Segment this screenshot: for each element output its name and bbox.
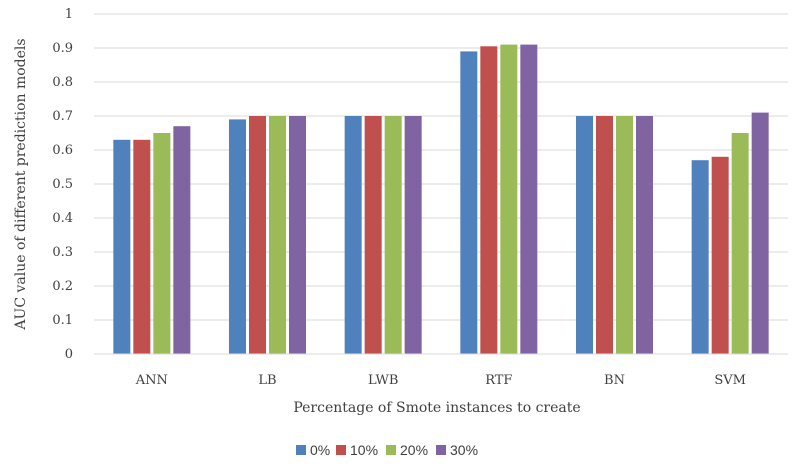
legend-label: 20% xyxy=(400,442,428,458)
bar-lb-10pct xyxy=(249,116,266,354)
bar-bn-10pct xyxy=(596,116,613,354)
legend-label: 10% xyxy=(350,442,378,458)
y-tick-label: 0.6 xyxy=(52,143,73,158)
bar-lb-0pct xyxy=(229,119,246,355)
bar-ann-10pct xyxy=(133,139,151,354)
bar-ann-0pct xyxy=(113,139,131,354)
bar-svm-10pct xyxy=(711,156,729,354)
legend-swatch xyxy=(386,445,396,455)
bar-rtf-10pct xyxy=(480,46,498,355)
bar-lb-30pct xyxy=(289,116,306,354)
bars xyxy=(113,44,769,355)
x-tick-label: ANN xyxy=(135,373,168,388)
bar-bn-20pct xyxy=(616,116,633,354)
x-axis-ticks: ANN LB LWB RTF BN SVM xyxy=(135,373,746,388)
legend-label: 30% xyxy=(450,442,478,458)
legend-label: 0% xyxy=(310,442,330,458)
bar-lb-20pct xyxy=(269,116,286,354)
bar-svm-20pct xyxy=(731,133,749,354)
y-tick-label: 0.1 xyxy=(52,313,73,328)
y-tick-label: 0.7 xyxy=(52,109,73,124)
bar-bn-0pct xyxy=(576,116,593,354)
bar-ann-30pct xyxy=(173,126,191,354)
x-tick-label: LWB xyxy=(368,373,398,388)
bar-bn-30pct xyxy=(636,116,653,354)
bar-lwb-0pct xyxy=(344,116,362,354)
y-axis-title: AUC value of different prediction models xyxy=(13,38,29,330)
legend: 0% 10% 20% 30% xyxy=(296,442,478,458)
bar-lwb-30pct xyxy=(404,116,422,354)
bar-svm-30pct xyxy=(751,112,769,354)
x-tick-label: RTF xyxy=(485,373,512,388)
x-axis-title: Percentage of Smote instances to create xyxy=(293,400,580,416)
bar-rtf-20pct xyxy=(500,44,518,354)
bar-svm-0pct xyxy=(691,160,709,354)
legend-swatch xyxy=(436,445,446,455)
x-tick-label: SVM xyxy=(714,373,746,388)
y-tick-label: 0.4 xyxy=(52,211,73,226)
x-tick-label: BN xyxy=(604,373,625,388)
legend-swatch xyxy=(296,445,306,455)
y-tick-label: 0 xyxy=(65,347,73,362)
y-tick-label: 0.9 xyxy=(52,41,73,56)
gridlines xyxy=(94,13,788,321)
x-tick-label: LB xyxy=(258,373,276,388)
bar-lwb-10pct xyxy=(364,116,382,354)
y-tick-label: 0.8 xyxy=(52,75,73,90)
bar-ann-20pct xyxy=(153,133,171,354)
y-tick-label: 0.5 xyxy=(52,177,73,192)
bar-rtf-30pct xyxy=(520,44,538,354)
legend-swatch xyxy=(336,445,346,455)
bar-lwb-20pct xyxy=(384,116,402,354)
y-axis-ticks: 0 0.1 0.2 0.3 0.4 0.5 0.6 0.7 0.8 0.9 1 xyxy=(52,7,73,362)
y-tick-label: 0.2 xyxy=(52,279,73,294)
y-tick-label: 1 xyxy=(65,7,73,22)
bar-rtf-0pct xyxy=(460,51,478,355)
y-tick-label: 0.3 xyxy=(52,245,73,260)
